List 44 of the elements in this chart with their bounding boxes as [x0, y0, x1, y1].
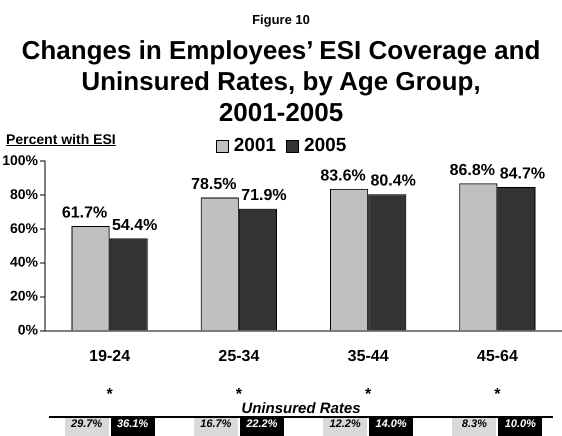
y-tick-label: 100% — [2, 152, 39, 168]
text: * — [494, 386, 500, 403]
text: * — [365, 386, 372, 403]
data-label: 61.7% — [62, 204, 108, 222]
caption: Figure 10 — [252, 12, 310, 27]
data-label: 78.5% — [191, 176, 236, 193]
x-tick-label: 35-44 — [348, 348, 389, 365]
table-cell: 10.0% — [498, 418, 542, 436]
text: * — [106, 386, 113, 403]
data-label: 14.0% — [376, 418, 407, 430]
x-tick-label: 25-34 — [218, 348, 260, 365]
data-label: 8.3% — [462, 418, 487, 430]
table-cell: 12.2% — [323, 418, 368, 436]
data-label: 16.7% — [200, 418, 232, 430]
table-cell: 36.1% — [110, 418, 155, 436]
data-label: 22.2% — [246, 418, 278, 430]
legend-label: 2001 — [234, 135, 276, 157]
legend-label: 2005 — [304, 135, 346, 157]
data-label: 83.6% — [320, 167, 366, 184]
y-tick-label: 0% — [18, 322, 39, 338]
data-label: 71.9% — [241, 187, 287, 204]
text: Uninsured Rates — [241, 400, 361, 417]
y-tick-label: 60% — [10, 220, 39, 236]
data-label: 54.4% — [112, 216, 158, 234]
y-tick-label: 40% — [10, 254, 39, 270]
table-cell: 22.2% — [240, 418, 284, 436]
x-tick-label: 19-24 — [89, 348, 130, 365]
data-label: 84.7% — [500, 165, 546, 182]
data-label: 12.2% — [330, 418, 361, 430]
text: * — [236, 386, 242, 403]
table-cell: 8.3% — [452, 418, 496, 436]
chart-title: Changes in Employees’ ESI Coverage and Uninsured Rates, by Age Group, 2001-2005 — [22, 34, 540, 127]
table-cell: 29.7% — [64, 418, 109, 436]
y-tick-label: 80% — [10, 186, 39, 202]
table-cell: 16.7% — [194, 418, 238, 436]
data-label: 36.1% — [117, 418, 148, 430]
table-cell: 14.0% — [369, 418, 414, 436]
y-axis-title: Percent with ESI — [6, 131, 116, 147]
data-label: 86.8% — [450, 162, 495, 179]
x-tick-label: 45-64 — [476, 348, 518, 365]
data-label: 10.0% — [504, 418, 536, 430]
data-label: 29.7% — [71, 418, 102, 430]
data-label: 80.4% — [370, 172, 416, 190]
y-tick-label: 20% — [10, 288, 39, 304]
